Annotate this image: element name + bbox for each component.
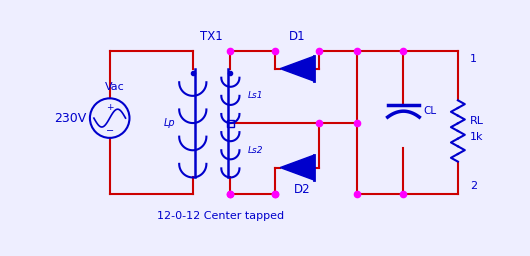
Text: 12-0-12 Center tapped: 12-0-12 Center tapped	[157, 211, 284, 221]
Text: RL: RL	[470, 116, 484, 126]
Text: +: +	[106, 103, 113, 112]
Text: 1k: 1k	[470, 132, 483, 142]
Text: D2: D2	[294, 183, 311, 196]
Text: CL: CL	[423, 106, 436, 116]
Text: Lp: Lp	[163, 118, 175, 128]
Polygon shape	[280, 56, 314, 81]
Polygon shape	[280, 155, 314, 180]
Text: Vac: Vac	[105, 82, 125, 92]
Text: TX1: TX1	[200, 30, 223, 44]
Bar	[227, 120, 234, 126]
Text: D1: D1	[289, 30, 305, 44]
Text: −: −	[105, 126, 114, 136]
Text: 2: 2	[470, 181, 477, 191]
Text: Ls1: Ls1	[248, 91, 263, 100]
Text: 230V: 230V	[54, 112, 86, 125]
Text: 1: 1	[470, 54, 477, 64]
Text: Ls2: Ls2	[248, 146, 263, 155]
